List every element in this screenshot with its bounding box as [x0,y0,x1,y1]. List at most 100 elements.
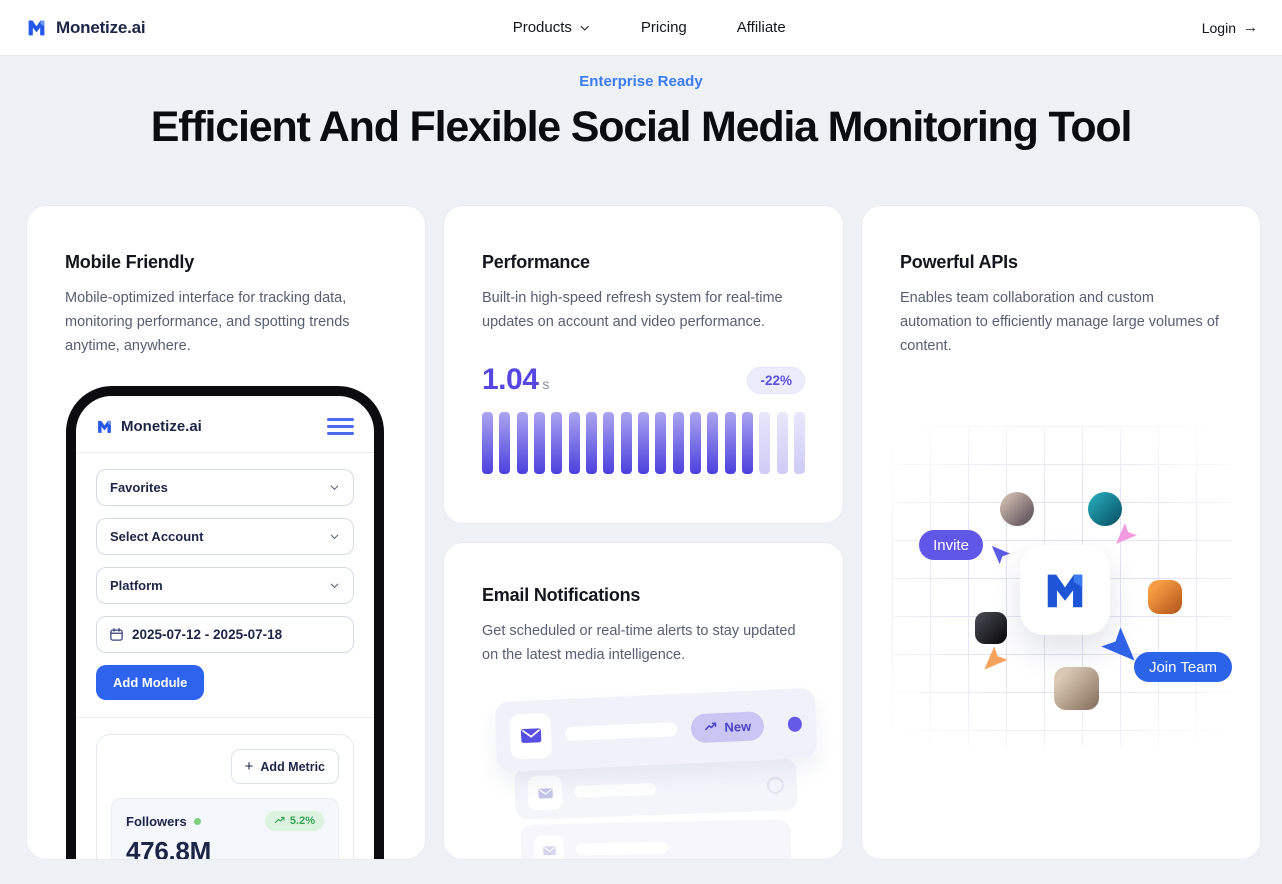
change-badge: -22% [747,366,805,394]
avatar [1054,667,1099,710]
speed-unit: s [542,376,550,392]
brand-logo-icon [98,420,111,433]
bar [516,412,528,474]
avatar [1148,580,1182,614]
bar [724,412,736,474]
chevron-down-icon [330,485,339,490]
read-circle-icon [766,776,785,794]
card-title: Performance [482,252,590,272]
powerful-apis-card: Powerful APIs Enables team collaboration… [861,205,1261,860]
metric-value: 476.8M [126,836,211,860]
new-badge: New [690,710,765,743]
team-illustration: Invite Join Team [862,206,1260,859]
bar [793,412,805,474]
login-link[interactable]: Login → [1202,19,1258,36]
phone-brand-name: Monetize.ai [121,418,202,435]
nav-affiliate-label: Affiliate [736,19,786,36]
card-title: Email Notifications [482,585,641,605]
card-description: Enables team collaboration and custom au… [900,290,1219,354]
hero-eyebrow: Enterprise Ready [579,73,703,90]
brand-logo-icon [28,20,45,36]
nav-products[interactable]: Products [513,19,591,36]
cursor-icon [1116,523,1137,544]
metric-label: Followers [126,813,187,829]
metric-label-row: Followers [126,814,201,829]
bar [568,412,580,474]
avatar [1088,492,1122,526]
nav-pricing[interactable]: Pricing [641,19,687,36]
followers-metric-tile: Followers 5.2% 476.8M Last 7 days [111,798,339,860]
date-range-field[interactable]: 2025-07-12 - 2025-07-18 [96,616,354,653]
bar [603,412,615,474]
arrow-right-icon: → [1243,19,1258,36]
avatar [1000,492,1034,526]
divider [76,452,374,453]
add-metric-button[interactable]: + Add Metric [230,749,339,784]
nav-affiliate[interactable]: Affiliate [737,19,786,36]
bar [655,412,667,474]
card-description: Built-in high-speed refresh system for r… [482,290,783,330]
hamburger-menu-icon[interactable] [327,418,354,435]
mobile-friendly-card: Mobile Friendly Mobile-optimized interfa… [26,205,426,860]
bar [620,412,632,474]
card-description: Get scheduled or real-time alerts to sta… [482,623,796,663]
nav-pricing-label: Pricing [640,19,687,36]
account-dropdown[interactable]: Select Account [96,518,354,555]
chevron-down-icon [330,534,339,539]
unread-dot-icon [787,715,803,732]
metric-change-value: 5.2% [289,815,315,827]
text-placeholder [565,722,678,742]
envelope-tile [527,775,563,811]
status-dot-icon [193,817,201,825]
brand-name: Monetize.ai [56,17,146,37]
bar [759,412,771,474]
cursor-icon [991,545,1011,565]
bar [551,412,563,474]
email-row [514,758,798,820]
envelope-tile [533,834,565,859]
calendar-icon [110,627,123,641]
join-team-tag: Join Team [1134,652,1232,682]
navbar: Monetize.ai Products Pricing Affiliate L… [0,0,1282,56]
bar [637,412,649,474]
chevron-down-icon [330,583,339,588]
add-metric-label: Add Metric [260,759,325,774]
refresh-bars-chart [482,412,805,474]
card-title: Mobile Friendly [65,252,195,272]
feature-cards: Mobile Friendly Mobile-optimized interfa… [26,205,1261,860]
divider [76,717,374,718]
platform-dropdown[interactable]: Platform [96,567,354,604]
phone-header: Monetize.ai [96,418,354,435]
bar [533,412,545,474]
add-module-button[interactable]: Add Module [96,665,205,700]
phone-mockup: Monetize.ai Favorites Select Account Pla… [66,386,384,860]
date-range-value: 2025-07-12 - 2025-07-18 [132,627,283,642]
app-logo-tile [1020,545,1110,635]
cursor-icon [1101,627,1135,661]
text-placeholder [573,783,657,798]
envelope-icon [537,787,553,799]
bar [741,412,753,474]
dropdown-label: Favorites [110,480,168,495]
bar [499,412,511,474]
brand-logo-icon [1047,574,1083,608]
middle-column: Performance Built-in high-speed refresh … [443,205,844,860]
speed-value: 1.04 [482,363,539,396]
main-nav: Products Pricing Affiliate [513,0,786,55]
cursor-icon [984,646,1008,670]
speed-stat: 1.04 s [482,363,549,397]
bar [672,412,684,474]
brand[interactable]: Monetize.ai [26,17,146,38]
performance-card: Performance Built-in high-speed refresh … [443,205,844,524]
email-row [520,819,792,859]
card-title: Powerful APIs [900,252,1018,272]
card-description: Mobile-optimized interface for tracking … [65,290,350,354]
email-row: New [494,687,818,773]
favorites-dropdown[interactable]: Favorites [96,469,354,506]
dropdown-label: Platform [110,578,163,593]
bar [776,412,788,474]
envelope-tile [509,712,553,760]
invite-tag: Invite [919,530,983,560]
text-placeholder [575,841,669,856]
bar [585,412,597,474]
